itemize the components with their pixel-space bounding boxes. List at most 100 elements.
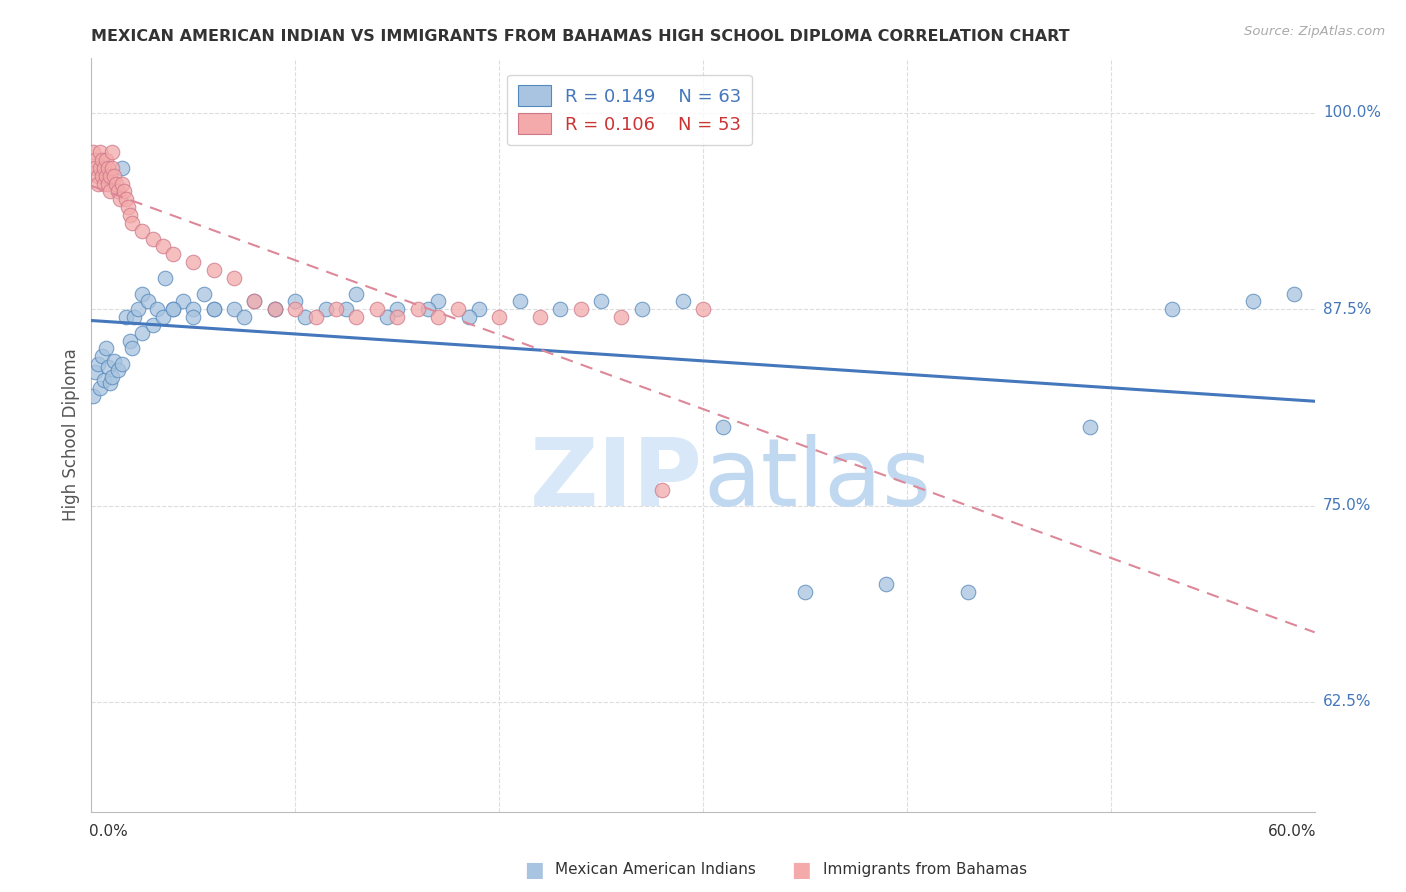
Point [115, 310, 138, 324]
Text: 60.0%: 60.0% [1268, 824, 1316, 839]
Point [672, 294, 695, 309]
Point [107, 363, 129, 377]
Point [112, 185, 135, 199]
Point [202, 302, 225, 317]
Point [202, 302, 225, 317]
Point [101, 369, 124, 384]
Point [111, 161, 134, 175]
Text: Mexican American Indians: Mexican American Indians [555, 863, 756, 877]
Point [488, 310, 510, 324]
Point [89, 381, 111, 395]
Point [264, 302, 287, 317]
Point [131, 224, 153, 238]
Point [284, 302, 307, 317]
Y-axis label: High School Diploma: High School Diploma [62, 349, 80, 521]
Point [467, 302, 491, 317]
Point [84, 161, 107, 175]
Point [84, 365, 107, 379]
Point [93, 161, 115, 175]
Point [427, 310, 450, 324]
Point [875, 577, 898, 591]
Point [315, 302, 337, 317]
Point [416, 302, 439, 317]
Text: ■: ■ [524, 860, 544, 880]
Point [385, 310, 409, 324]
Point [84, 153, 107, 167]
Point [93, 373, 115, 387]
Point [111, 177, 134, 191]
Point [103, 354, 125, 368]
Point [406, 302, 429, 317]
Point [550, 302, 572, 317]
Point [94, 169, 117, 183]
Point [127, 302, 149, 317]
Point [108, 192, 131, 206]
Point [141, 231, 163, 245]
Point [183, 255, 205, 269]
Point [222, 302, 246, 317]
Point [692, 302, 714, 317]
Point [115, 192, 138, 206]
Point [243, 294, 266, 309]
Text: 87.5%: 87.5% [1323, 301, 1371, 317]
Point [145, 302, 167, 317]
Point [457, 310, 479, 324]
Text: 100.0%: 100.0% [1323, 105, 1381, 120]
Point [97, 360, 120, 375]
Point [162, 302, 184, 317]
Point [86, 357, 108, 371]
Point [107, 185, 129, 199]
Point [86, 177, 108, 191]
Point [101, 145, 124, 160]
Point [90, 349, 112, 363]
Point [90, 153, 112, 167]
Point [120, 208, 142, 222]
Point [94, 342, 117, 356]
Point [111, 357, 134, 371]
Point [346, 286, 368, 301]
Point [152, 239, 174, 253]
Text: ■: ■ [792, 860, 811, 880]
Point [375, 310, 398, 324]
Text: ZIP: ZIP [530, 434, 703, 526]
Point [335, 302, 357, 317]
Point [1243, 294, 1265, 309]
Point [101, 161, 124, 175]
Point [1282, 286, 1305, 301]
Text: Source: ZipAtlas.com: Source: ZipAtlas.com [1244, 25, 1385, 38]
Point [90, 169, 112, 183]
Point [385, 302, 409, 317]
Point [94, 153, 117, 167]
Point [325, 302, 347, 317]
Text: 62.5%: 62.5% [1323, 694, 1371, 709]
Legend: R = 0.149    N = 63, R = 0.106    N = 53: R = 0.149 N = 63, R = 0.106 N = 53 [508, 75, 752, 145]
Point [956, 585, 979, 599]
Point [183, 302, 205, 317]
Point [86, 169, 108, 183]
Point [152, 310, 174, 324]
Point [82, 388, 104, 402]
Point [509, 294, 531, 309]
Point [162, 247, 184, 261]
Point [366, 302, 388, 317]
Point [131, 326, 153, 340]
Text: Immigrants from Bahamas: Immigrants from Bahamas [823, 863, 1026, 877]
Text: MEXICAN AMERICAN INDIAN VS IMMIGRANTS FROM BAHAMAS HIGH SCHOOL DIPLOMA CORRELATI: MEXICAN AMERICAN INDIAN VS IMMIGRANTS FR… [91, 29, 1070, 45]
Point [569, 302, 592, 317]
Point [651, 483, 673, 497]
Text: 75.0%: 75.0% [1323, 498, 1371, 513]
Point [1080, 420, 1102, 434]
Point [89, 161, 111, 175]
Point [294, 310, 316, 324]
Point [122, 310, 145, 324]
Point [233, 310, 256, 324]
Point [193, 286, 215, 301]
Point [284, 294, 307, 309]
Point [172, 294, 194, 309]
Point [264, 302, 287, 317]
Point [82, 145, 104, 160]
Point [631, 302, 654, 317]
Point [529, 310, 551, 324]
Point [304, 310, 326, 324]
Point [89, 145, 111, 160]
